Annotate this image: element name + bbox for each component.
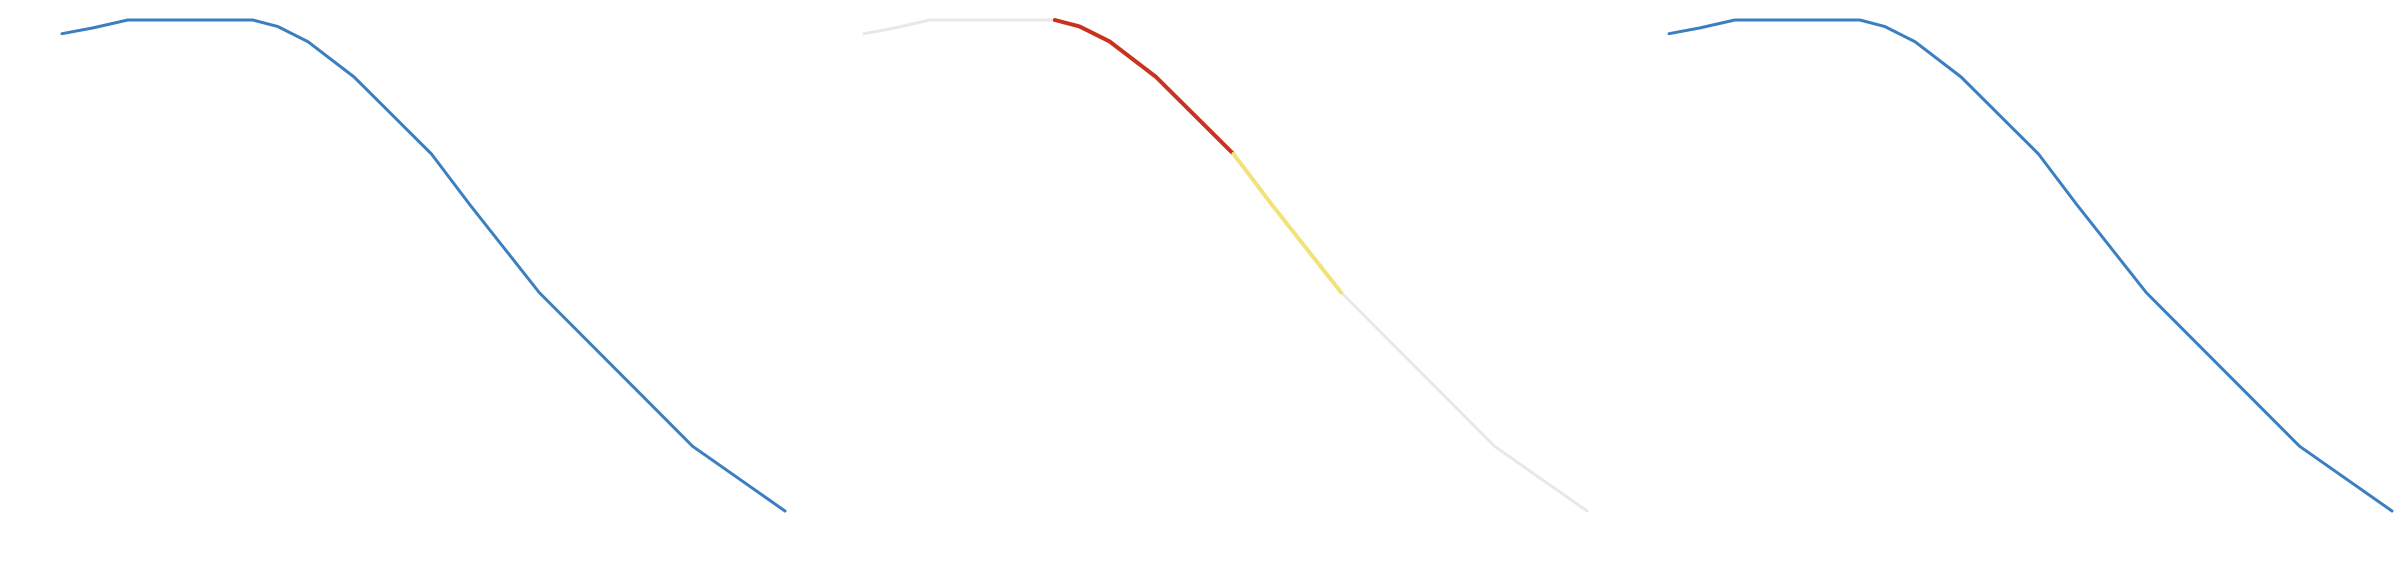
- line: [1052, 18, 1236, 156]
- line: [1231, 152, 1344, 295]
- line: [862, 18, 1589, 513]
- line: [1667, 18, 2394, 513]
- line: [60, 18, 787, 513]
